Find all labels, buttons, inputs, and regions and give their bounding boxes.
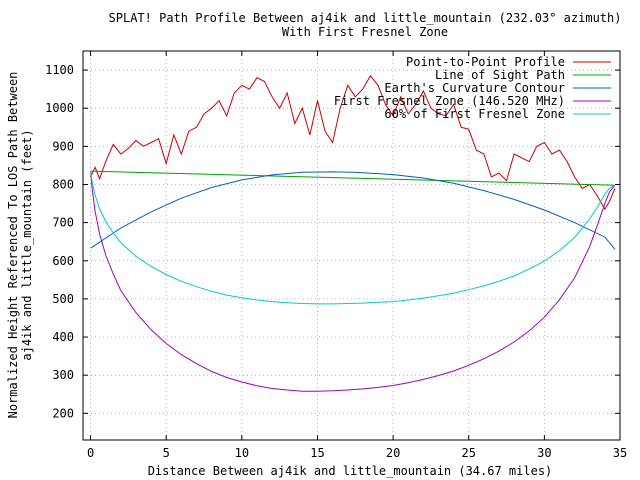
- y-tick-label: 400: [52, 330, 74, 344]
- chart-title: SPLAT! Path Profile Between aj4ik and li…: [109, 11, 622, 25]
- x-tick-label: 15: [310, 446, 324, 460]
- legend-label-5: 60% of First Fresnel Zone: [384, 107, 565, 121]
- legend-label-2: Line of Sight Path: [435, 68, 565, 82]
- x-tick-label: 20: [386, 446, 400, 460]
- y-tick-label: 800: [52, 177, 74, 191]
- y-tick-label: 1100: [45, 63, 74, 77]
- series-line-3: [90, 171, 616, 250]
- y-tick-label: 300: [52, 368, 74, 382]
- x-tick-label: 25: [462, 446, 476, 460]
- y-tick-label: 1000: [45, 101, 74, 115]
- x-tick-label: 35: [613, 446, 627, 460]
- y-tick-label: 200: [52, 406, 74, 420]
- y-tick-label: 600: [52, 254, 74, 268]
- y-tick-label: 700: [52, 216, 74, 230]
- y-tick-label: 500: [52, 292, 74, 306]
- y-axis-label-line2: aj4ik and little_mountain (feet): [20, 129, 34, 360]
- x-axis-label: Distance Between aj4ik and little_mounta…: [148, 464, 553, 478]
- series-line-4: [90, 171, 616, 392]
- legend-label-3: Earth's Curvature Contour: [384, 81, 565, 95]
- y-tick-label: 900: [52, 139, 74, 153]
- series-layer: [90, 74, 616, 392]
- tick-layer: 0 5 10 15 20 25 30 35 200 300 400 500 600 700 800 900 10…: [45, 51, 627, 460]
- y-axis-label-line1: Normalized Height Referenced To LOS Path…: [6, 72, 20, 419]
- x-tick-label: 5: [163, 446, 170, 460]
- series-line-1: [90, 74, 616, 211]
- x-tick-label: 0: [87, 446, 94, 460]
- series-line-5: [90, 171, 616, 305]
- chart-subtitle: With First Fresnel Zone: [282, 25, 448, 39]
- plot-frame: [82, 50, 621, 441]
- legend-label-1: Point-to-Point Profile: [406, 55, 565, 69]
- x-tick-label: 30: [537, 446, 551, 460]
- x-tick-label: 10: [235, 446, 249, 460]
- series-line-2: [90, 170, 616, 186]
- legend-label-4: First Fresnel Zone (146.520 MHz): [334, 94, 565, 108]
